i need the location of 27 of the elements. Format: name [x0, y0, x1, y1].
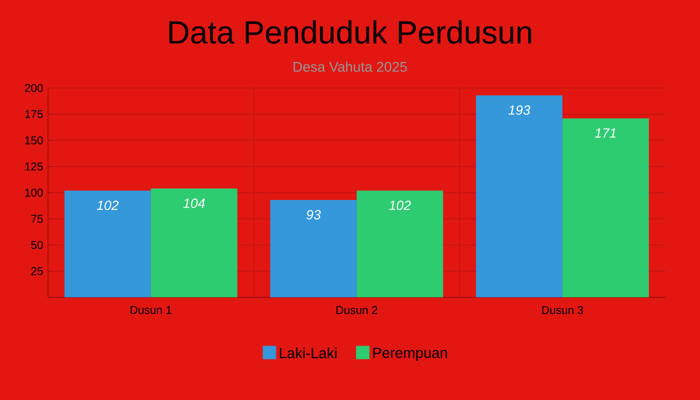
- y-tick-label: 75: [31, 214, 43, 223]
- bar: [356, 190, 444, 298]
- chart-title: Data Penduduk Perdusun: [169, 20, 532, 44]
- x-tick-label: Dusun 2: [336, 306, 378, 314]
- data-label: 102: [96, 200, 119, 210]
- chart-subtitle: Desa Vahuta 2025: [294, 62, 407, 72]
- x-tick-label: Dusun 1: [130, 306, 172, 314]
- y-tick-label: 100: [25, 188, 43, 197]
- y-tick-label: 175: [25, 110, 43, 118]
- data-label: 193: [508, 105, 530, 115]
- y-tick-label: 25: [31, 267, 43, 276]
- data-label: 102: [389, 200, 411, 210]
- legend-label: Laki-Laki: [280, 348, 336, 358]
- bar: [476, 95, 562, 298]
- y-tick-label: 200: [24, 84, 43, 92]
- x-tick-label: Dusun 3: [542, 306, 584, 314]
- data-label: 104: [183, 198, 205, 208]
- bar: [562, 118, 649, 298]
- bar: [270, 200, 357, 298]
- bar: [64, 190, 151, 298]
- legend-label: Perempuan: [373, 348, 447, 361]
- bar: [150, 188, 238, 298]
- data-label: 93: [306, 210, 321, 220]
- data-label: 171: [594, 128, 616, 138]
- y-tick-label: 150: [25, 136, 43, 144]
- y-tick-label: 125: [25, 162, 43, 171]
- y-tick-label: 50: [31, 241, 43, 250]
